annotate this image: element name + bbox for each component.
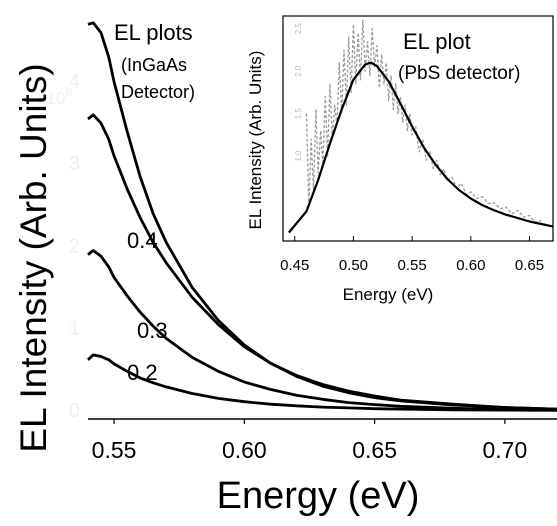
main-y-tick-label: 4: [69, 71, 80, 93]
inset-y-tick-label: 1.5: [294, 108, 303, 120]
main-x-tick-label: 0.70: [483, 437, 528, 463]
inset-y-tick-label: 2.0: [294, 65, 303, 77]
main-x-tick-label: 0.65: [352, 437, 397, 463]
main-series-line-2: [87, 113, 557, 411]
inset-x-tick-label: 0.50: [339, 257, 368, 274]
inset-x-tick-label: 0.65: [515, 257, 544, 274]
main-series-line-3: [87, 249, 557, 412]
inset-x-tick-label: 0.60: [456, 257, 485, 274]
inset-annotation: EL plot (PbS detector): [398, 29, 521, 84]
data-label-0-3: 0.3: [137, 318, 168, 343]
data-label-0-4: 0.4: [127, 228, 158, 253]
inset-annotation-line-1: EL plot: [403, 29, 471, 54]
main-x-ticks: 0.55 0.60 0.65 0.70: [92, 419, 528, 463]
main-x-axis-label: Energy (eV): [217, 475, 420, 517]
inset-fit-curve: [288, 61, 554, 234]
main-annotation: EL plots (InGaAs Detector): [114, 20, 195, 102]
main-annotation-line-2: (InGaAs: [121, 55, 187, 75]
main-annotation-line-1: EL plots: [114, 20, 193, 45]
main-y-axis-label: EL Intensity (Arb. Units): [13, 63, 54, 452]
main-y-ticks: 0 1 2 3 4: [69, 71, 80, 422]
main-y-tick-label: 2: [69, 235, 80, 257]
inset-x-ticks: 0.45 0.50 0.55 0.60 0.65: [280, 236, 544, 274]
inset-y-axis-label: EL Intensity (Arb. Units): [246, 51, 265, 230]
inset-x-tick-label: 0.45: [280, 257, 309, 274]
main-x-tick-label: 0.55: [92, 437, 137, 463]
main-y-tick-label: 3: [69, 153, 80, 175]
inset-y-tick-label: 1.0: [294, 150, 303, 162]
inset-frame: [282, 15, 554, 242]
main-y-tick-label: 0: [69, 400, 80, 422]
inset-data-trace: [305, 19, 542, 223]
inset-annotation-line-2: (PbS detector): [398, 63, 521, 84]
inset-background: [283, 16, 553, 241]
inset-series-group: [288, 19, 554, 234]
inset-x-tick-label: 0.55: [398, 257, 427, 274]
main-series-group: [87, 21, 557, 412]
main-x-tick-label: 0.60: [222, 437, 267, 463]
main-series-line-4: [87, 353, 557, 412]
main-data-labels: 0.4 0.3 0.2: [127, 228, 168, 385]
inset-y-tick-label: 2.5: [294, 23, 303, 35]
data-label-0-2: 0.2: [127, 360, 158, 385]
main-y-multiplier: x106: [38, 85, 72, 108]
main-y-tick-label: 1: [69, 318, 80, 340]
inset-x-axis-label: Energy (eV): [343, 285, 434, 304]
main-annotation-line-3: Detector): [121, 82, 195, 102]
inset-y-ticks: 1.0 1.5 2.0 2.5: [294, 23, 303, 162]
inset-chart: 1.0 1.5 2.0 2.5 0.45 0.50 0.55 0.60 0.65 Energy…: [246, 15, 554, 304]
